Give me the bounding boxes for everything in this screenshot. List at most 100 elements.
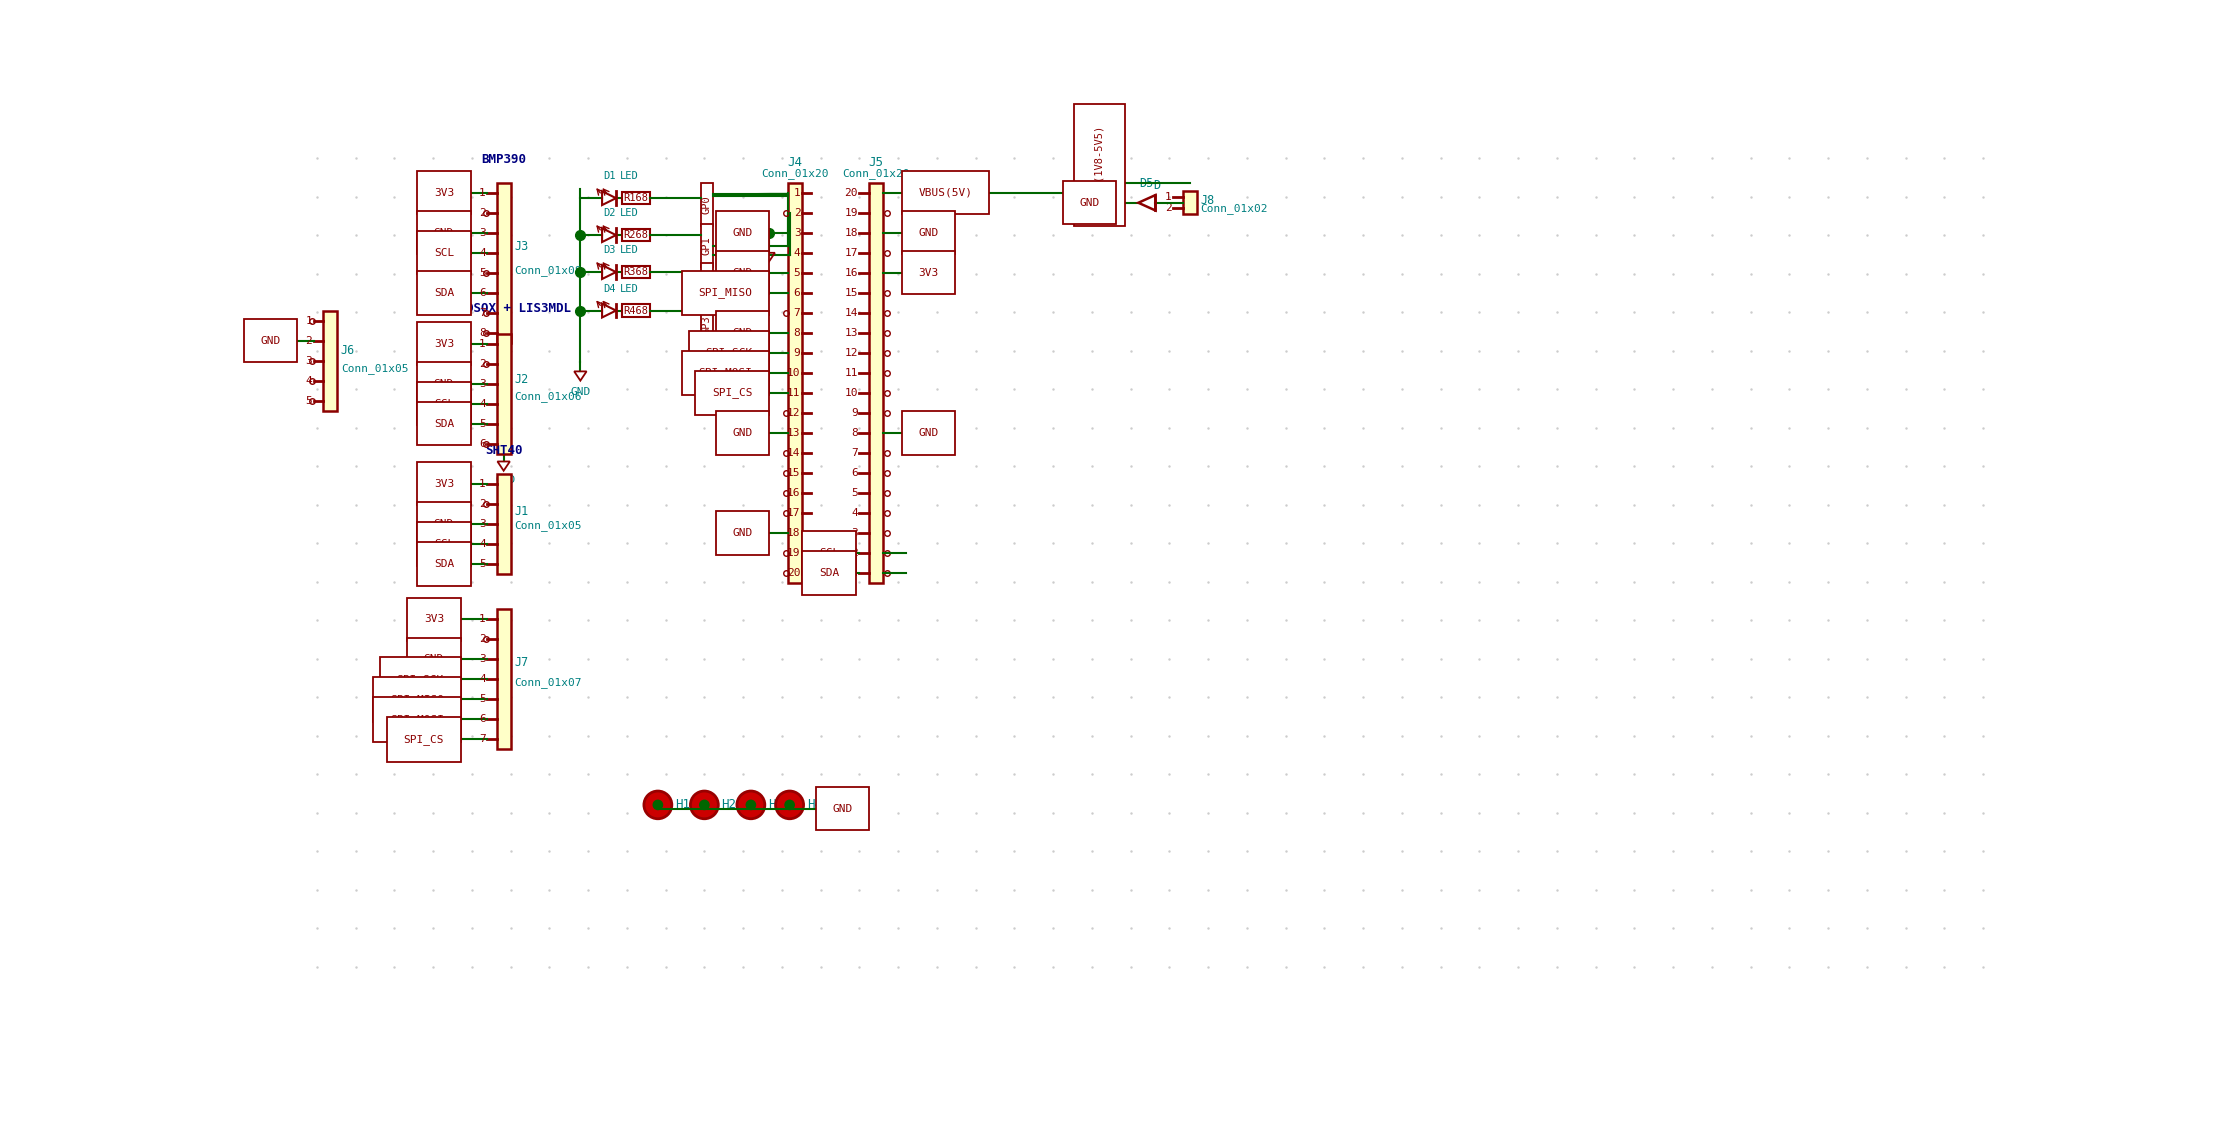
Text: SPI_SCK: SPI_SCK (705, 348, 752, 359)
Text: SDA: SDA (819, 568, 839, 578)
Text: J2: J2 (514, 372, 530, 386)
Text: GND: GND (732, 327, 752, 338)
Circle shape (690, 791, 719, 819)
Text: H2: H2 (721, 799, 736, 811)
Text: 6: 6 (478, 288, 485, 298)
Text: GND: GND (832, 803, 852, 813)
Text: GP1: GP1 (701, 236, 712, 255)
Circle shape (745, 800, 756, 810)
Text: SPI_MOSI: SPI_MOSI (699, 368, 752, 378)
Bar (323, 310, 336, 411)
Text: H3: H3 (768, 799, 783, 811)
Text: 16: 16 (843, 268, 859, 278)
Text: 3: 3 (478, 379, 485, 389)
Text: SDA: SDA (434, 288, 454, 298)
Text: SPI_CS: SPI_CS (403, 734, 445, 745)
Text: 9: 9 (852, 408, 859, 418)
Text: Conn_01x05: Conn_01x05 (340, 363, 409, 375)
Text: SPI_MISO: SPI_MISO (389, 694, 445, 705)
Bar (496, 610, 510, 749)
Text: D3: D3 (603, 245, 616, 255)
Text: 1: 1 (478, 479, 485, 488)
Bar (623, 266, 650, 278)
Text: 19: 19 (843, 208, 859, 218)
Text: 3: 3 (852, 528, 859, 538)
Bar (623, 305, 650, 317)
Text: 2: 2 (1166, 204, 1173, 213)
Text: 8: 8 (794, 327, 801, 338)
Bar (496, 334, 510, 453)
Text: 13: 13 (843, 327, 859, 338)
Text: 2: 2 (478, 208, 485, 218)
Text: J1: J1 (514, 505, 530, 519)
Bar (623, 229, 650, 241)
Text: 4: 4 (852, 508, 859, 519)
Text: 3: 3 (478, 227, 485, 237)
Text: SPI_SCK: SPI_SCK (396, 674, 445, 685)
Text: 10: 10 (843, 388, 859, 398)
Text: GND: GND (570, 387, 590, 397)
Circle shape (654, 800, 663, 810)
Text: 20: 20 (843, 188, 859, 198)
Text: 3V3: 3V3 (434, 339, 454, 349)
Text: 6: 6 (852, 468, 859, 478)
Text: LSM6DSOX + LIS3MDL: LSM6DSOX + LIS3MDL (436, 303, 572, 315)
Bar (701, 224, 712, 268)
Text: SHT40: SHT40 (485, 444, 523, 457)
Text: R168: R168 (623, 193, 650, 204)
Text: J4: J4 (788, 156, 803, 169)
Text: GND: GND (434, 227, 454, 237)
Text: Conn_01x02: Conn_01x02 (1199, 202, 1268, 214)
Text: SPI_CS: SPI_CS (712, 387, 752, 398)
Text: D: D (1153, 179, 1161, 192)
Text: D4: D4 (603, 284, 616, 294)
Text: BMP390: BMP390 (481, 153, 525, 165)
Text: 20: 20 (788, 568, 801, 578)
Text: 6: 6 (478, 439, 485, 449)
Bar (701, 182, 712, 226)
Text: 7: 7 (478, 735, 485, 745)
Text: 4: 4 (478, 398, 485, 408)
Text: GND: GND (434, 519, 454, 529)
Text: SPI_MOSI: SPI_MOSI (389, 714, 445, 724)
Text: 15: 15 (843, 288, 859, 298)
Text: 3V3: 3V3 (919, 268, 939, 278)
Text: 16: 16 (788, 488, 801, 498)
Text: J3: J3 (514, 241, 530, 253)
Text: 2: 2 (478, 359, 485, 369)
Text: 5: 5 (478, 694, 485, 704)
Text: GP2: GP2 (701, 274, 712, 294)
Text: 11: 11 (788, 388, 801, 398)
Bar (788, 182, 801, 583)
Text: H4: H4 (808, 799, 821, 811)
Text: GND: GND (919, 428, 939, 438)
Text: 18: 18 (843, 227, 859, 237)
Circle shape (785, 800, 794, 810)
Text: 6: 6 (794, 288, 801, 298)
Text: GND: GND (423, 655, 445, 665)
Text: R268: R268 (623, 231, 650, 240)
Text: Conn_01x07: Conn_01x07 (514, 677, 583, 687)
Text: 1: 1 (478, 614, 485, 624)
Text: 3: 3 (794, 227, 801, 237)
Circle shape (643, 791, 672, 819)
Text: 14: 14 (843, 308, 859, 318)
Text: J8: J8 (1199, 193, 1215, 207)
Text: LED: LED (621, 208, 639, 218)
Text: GND: GND (732, 428, 752, 438)
Text: D1: D1 (603, 171, 616, 181)
Text: SDA: SDA (434, 418, 454, 429)
Text: 3V3: 3V3 (434, 479, 454, 488)
Text: Conn_01x20: Conn_01x20 (761, 168, 828, 179)
Text: SDA: SDA (434, 559, 454, 569)
Text: 10: 10 (788, 368, 801, 378)
Text: Conn_01x20: Conn_01x20 (841, 168, 910, 179)
Text: 3: 3 (478, 519, 485, 529)
Text: R368: R368 (623, 267, 650, 277)
Text: GND: GND (260, 335, 280, 345)
Bar (868, 182, 883, 583)
Text: 3V3: 3V3 (423, 614, 445, 624)
Text: 8: 8 (478, 327, 485, 338)
Text: 4: 4 (794, 248, 801, 258)
Bar (496, 474, 510, 574)
